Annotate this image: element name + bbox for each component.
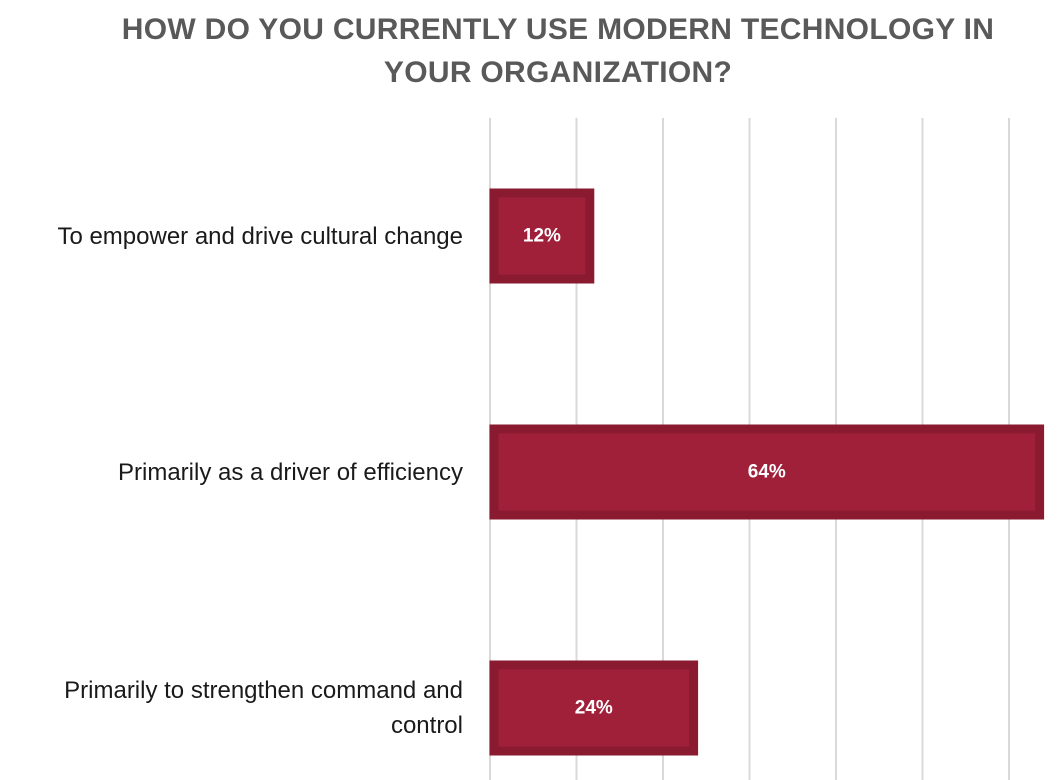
category-label: Primarily as a driver of efficiency [118,459,463,486]
data-label: 64% [748,462,786,483]
chart-title: HOW DO YOU CURRENTLY USE MODERN TECHNOLO… [90,8,1026,94]
bar [489,660,699,756]
data-label: 24% [575,698,613,719]
bar [489,188,595,284]
bars [489,188,1045,756]
category-label: To empower and drive cultural change [57,223,463,250]
category-label-line: control [391,712,463,739]
category-label: Primarily to strengthen command and contr… [64,677,463,739]
bar [489,424,1045,520]
chart-title-line-2: YOUR ORGANIZATION? [383,56,733,89]
category-label-line: To empower and drive cultural change [57,223,463,250]
category-labels: To empower and drive cultural change Prim… [57,223,463,739]
data-label: 12% [523,226,561,247]
category-label-line: Primarily to strengthen command and [64,677,463,704]
category-label-line: Primarily as a driver of efficiency [118,459,463,486]
chart-title-line-1: HOW DO YOU CURRENTLY USE MODERN TECHNOLO… [121,13,995,46]
data-labels: 12% 64% 24% [523,226,786,719]
